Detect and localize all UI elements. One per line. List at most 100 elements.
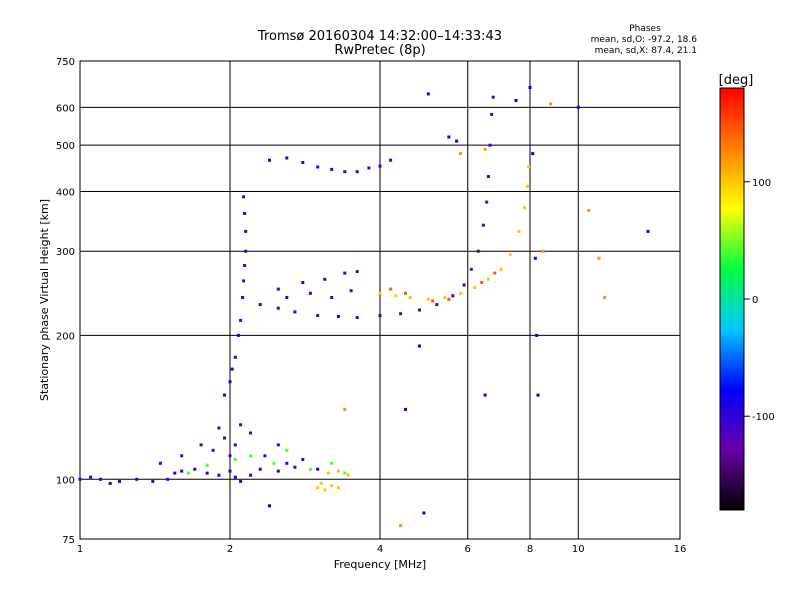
data-point	[541, 249, 545, 253]
data-point	[239, 479, 243, 483]
data-point	[186, 471, 190, 475]
data-point	[455, 139, 459, 143]
data-point	[301, 458, 305, 461]
data-point	[483, 147, 487, 151]
x-tick-label: 10	[572, 544, 585, 555]
y-axis-ticks: 75 100 200 300 400 500 600 750	[56, 57, 75, 546]
data-point	[597, 256, 601, 260]
data-point	[180, 469, 184, 473]
y-tick-label: 200	[56, 331, 75, 342]
data-point	[89, 475, 93, 479]
x-tick-label: 6	[465, 544, 471, 555]
data-point	[276, 287, 280, 291]
data-point	[293, 310, 297, 314]
data-point	[330, 296, 334, 299]
data-point	[323, 488, 327, 492]
data-point	[118, 479, 121, 483]
x-tick-label: 4	[377, 544, 383, 555]
data-point	[316, 314, 320, 318]
data-point	[241, 296, 245, 299]
data-point	[285, 296, 289, 299]
data-point	[316, 486, 320, 490]
data-point	[263, 454, 267, 458]
data-point	[587, 209, 591, 212]
data-point	[135, 477, 139, 481]
data-point	[447, 135, 451, 139]
data-point	[199, 443, 203, 447]
phase-stats-o: mean, sd,O: -97.2, 18.6	[591, 35, 698, 45]
data-point	[488, 143, 492, 147]
data-point	[242, 195, 246, 199]
y-tick-label: 600	[56, 103, 75, 114]
data-point	[249, 473, 253, 477]
data-point	[531, 152, 535, 156]
data-point	[343, 271, 347, 275]
data-point	[308, 467, 312, 471]
data-point	[330, 461, 334, 465]
data-point	[378, 164, 382, 168]
data-point	[355, 316, 359, 319]
data-point	[491, 95, 495, 99]
data-point	[533, 256, 537, 260]
data-point	[193, 467, 197, 471]
data-point	[230, 367, 234, 371]
x-axis-label: Frequency [MHz]	[334, 558, 426, 571]
data-point	[249, 431, 253, 435]
data-point	[319, 482, 323, 485]
y-tick-label: 75	[62, 535, 75, 546]
data-point	[480, 281, 484, 284]
data-point	[508, 253, 512, 257]
chart-subtitle: RwPretec (8p)	[334, 43, 425, 58]
data-point	[394, 294, 398, 298]
data-point	[404, 407, 407, 411]
x-tick-label: 2	[227, 544, 233, 555]
data-point	[528, 86, 532, 89]
x-axis-ticks: 1 2 4 6 8 10 16	[77, 544, 687, 555]
data-point	[473, 285, 477, 289]
colorbar-label: [deg]	[719, 73, 754, 88]
data-point	[486, 175, 490, 178]
data-point	[316, 165, 320, 169]
data-points	[78, 86, 650, 528]
data-point	[330, 167, 334, 171]
data-point	[151, 479, 155, 483]
data-point	[378, 291, 382, 295]
data-point	[485, 200, 489, 204]
data-point	[228, 380, 232, 384]
y-tick-label: 100	[56, 475, 75, 486]
data-point	[576, 105, 580, 109]
data-point	[646, 229, 650, 233]
data-point	[205, 471, 209, 475]
data-point	[493, 271, 497, 275]
data-point	[378, 314, 382, 318]
colorbar	[719, 87, 745, 511]
data-point	[389, 158, 393, 162]
data-point	[158, 461, 162, 465]
data-point	[276, 443, 280, 447]
data-point	[233, 355, 237, 359]
data-point	[237, 333, 240, 337]
data-point	[418, 344, 421, 348]
data-point	[326, 471, 330, 475]
colorbar-tick-label: -100	[752, 412, 775, 423]
data-point	[239, 318, 243, 322]
data-point	[549, 102, 553, 106]
data-point	[268, 158, 271, 162]
data-point	[435, 303, 439, 307]
data-point	[399, 312, 403, 316]
y-tick-label: 750	[56, 57, 75, 68]
y-axis-label: Stationary phase Virtual Height [km]	[38, 199, 51, 401]
data-point	[367, 166, 371, 170]
data-point	[355, 270, 359, 274]
data-point	[355, 170, 359, 174]
data-point	[517, 229, 521, 233]
data-point	[514, 99, 518, 102]
data-point	[293, 465, 297, 469]
data-point	[205, 463, 209, 467]
data-point	[462, 283, 466, 287]
data-point	[499, 267, 503, 271]
data-point	[523, 206, 526, 210]
data-point	[285, 461, 289, 465]
data-point	[458, 291, 462, 295]
data-point	[346, 473, 350, 477]
